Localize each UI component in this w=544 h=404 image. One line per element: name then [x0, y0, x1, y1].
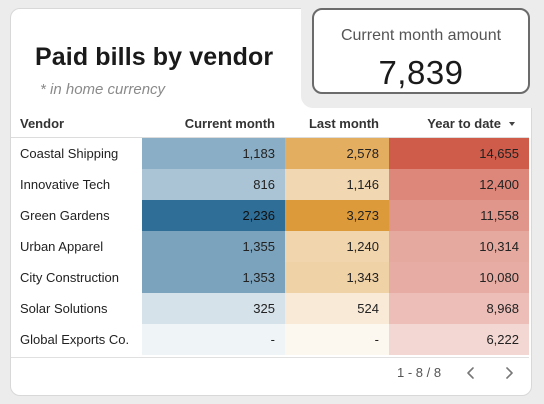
sort-descending-icon[interactable] [509, 121, 515, 126]
column-header-current-month[interactable]: Current month [184, 116, 275, 131]
column-header-year-to-date[interactable]: Year to date [389, 108, 529, 138]
previous-page-button[interactable] [463, 365, 479, 381]
table-row[interactable]: City Construction 1,353 1,343 10,080 [11, 262, 529, 293]
current-month-cell: - [142, 324, 285, 355]
column-header-last-month[interactable]: Last month [308, 116, 379, 131]
year-to-date-cell: 14,655 [389, 138, 529, 169]
vendor-cell: Innovative Tech [20, 177, 111, 192]
current-month-cell: 2,236 [142, 200, 285, 231]
year-to-date-cell: 10,314 [389, 231, 529, 262]
year-to-date-cell: 10,080 [389, 262, 529, 293]
next-page-button[interactable] [501, 365, 517, 381]
table-row[interactable]: Coastal Shipping 1,183 2,578 14,655 [11, 138, 529, 169]
current-month-cell: 1,183 [142, 138, 285, 169]
current-month-cell: 1,353 [142, 262, 285, 293]
current-month-cell: 325 [142, 293, 285, 324]
year-to-date-cell: 8,968 [389, 293, 529, 324]
pagination-label: 1 - 8 / 8 [397, 365, 442, 380]
last-month-cell: 3,273 [285, 200, 389, 231]
last-month-cell: 524 [285, 293, 389, 324]
card-subtitle: * in home currency [40, 81, 166, 98]
year-to-date-cell: 11,558 [389, 200, 529, 231]
last-month-cell: 1,240 [285, 231, 389, 262]
kpi-scorecard[interactable]: Current month amount 7,839 [312, 8, 530, 94]
table-header: Vendor Current month Last month Year to … [11, 108, 529, 138]
vendor-cell: Global Exports Co. [20, 332, 130, 347]
kpi-value: 7,839 [378, 54, 464, 91]
table-row[interactable]: Green Gardens 2,236 3,273 11,558 [11, 200, 529, 231]
vendor-cell: Coastal Shipping [20, 146, 119, 161]
current-month-cell: 816 [142, 169, 285, 200]
chevron-left-icon [467, 367, 474, 379]
current-month-cell: 1,355 [142, 231, 285, 262]
last-month-cell: 1,343 [285, 262, 389, 293]
kpi-label: Current month amount [340, 27, 502, 44]
table-row[interactable]: Urban Apparel 1,355 1,240 10,314 [11, 231, 529, 262]
year-to-date-cell: 6,222 [389, 324, 529, 355]
last-month-cell: 1,146 [285, 169, 389, 200]
vendor-cell: Solar Solutions [20, 301, 108, 316]
card-title: Paid bills by vendor [35, 43, 274, 71]
table-row[interactable]: Solar Solutions 325 524 8,968 [11, 293, 529, 324]
vendor-table: Vendor Current month Last month Year to … [11, 108, 529, 355]
last-month-cell: - [285, 324, 389, 355]
table-body: Coastal Shipping 1,183 2,578 14,655 Innovati… [11, 138, 529, 355]
year-to-date-cell: 12,400 [389, 169, 529, 200]
table-row[interactable]: Global Exports Co. - -6,222 [11, 324, 529, 355]
column-header-vendor[interactable]: Vendor [20, 116, 65, 131]
vendor-cell: City Construction [20, 270, 119, 285]
table-row[interactable]: Innovative Tech 816 1,146 12,400 [11, 169, 529, 200]
vendor-cell: Green Gardens [20, 208, 110, 223]
chevron-right-icon [506, 367, 513, 379]
last-month-cell: 2,578 [285, 138, 389, 169]
vendor-cell: Urban Apparel [20, 239, 104, 254]
table-footer: 1 - 8 / 8 [11, 357, 529, 389]
